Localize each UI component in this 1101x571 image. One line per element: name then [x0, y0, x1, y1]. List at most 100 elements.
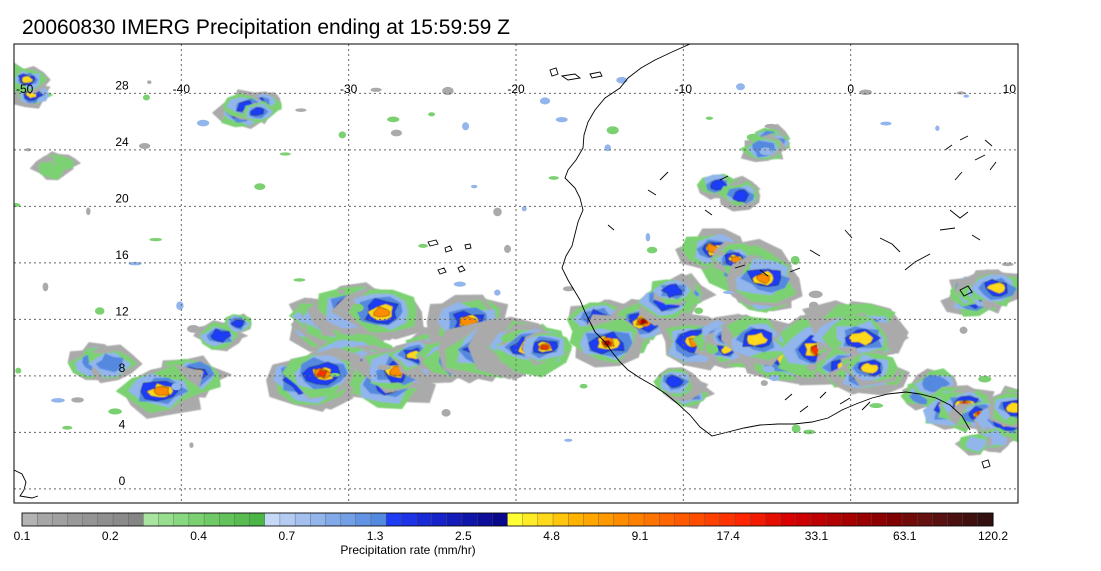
colorbar-swatch: [325, 512, 342, 527]
precip-speck: [645, 233, 651, 242]
precip-speck: [1001, 262, 1014, 267]
precip-speck: [579, 383, 588, 389]
colorbar-tick-label: 2.5: [455, 529, 472, 543]
colorbar-swatch: [294, 512, 311, 527]
precip-contour: [540, 345, 550, 351]
colorbar-swatch: [977, 512, 994, 527]
precip-speck: [564, 438, 573, 442]
colorbar-swatch: [719, 512, 736, 527]
colorbar-swatch: [674, 512, 691, 527]
precip-speck: [706, 345, 719, 354]
gulf-islands: [981, 459, 991, 469]
precip-contour: [21, 75, 34, 84]
precip-contour: [732, 189, 749, 202]
precip-speck: [791, 424, 801, 434]
precip-speck: [196, 119, 210, 127]
precip-speck: [254, 183, 266, 190]
colorbar-swatch: [355, 512, 372, 527]
precip-cell: [211, 89, 282, 129]
lon-tick-label: -10: [675, 82, 693, 96]
precip-contour: [848, 330, 874, 346]
precip-speck: [279, 152, 291, 156]
precip-speck: [94, 307, 105, 315]
colorbar-swatch: [552, 512, 569, 527]
colorbar-swatch: [825, 512, 842, 527]
precip-speck: [149, 237, 162, 242]
precip-speck: [539, 97, 551, 105]
colorbar-swatch: [492, 512, 509, 527]
colorbar-tick-label: 4.8: [543, 529, 560, 543]
map-gridlines: [14, 44, 1018, 503]
colorbar-tick-label: 9.1: [632, 529, 649, 543]
colorbar-swatch: [886, 512, 903, 527]
colorbar-swatch: [507, 512, 524, 527]
map-frame: [13, 43, 1019, 504]
colorbar-swatch: [97, 512, 114, 527]
lon-tick-label: -30: [340, 82, 358, 96]
precip-speck: [521, 205, 527, 212]
precip-speck: [974, 390, 982, 395]
precip-speck: [108, 408, 122, 415]
colorbar-swatch: [734, 512, 751, 527]
precip-speck: [338, 131, 347, 139]
colorbar-swatch: [234, 512, 251, 527]
colorbar: 0.1 0.2 0.4 0.7 1.3 2.5 4.8 9.1 17.4 33.1 63.1 120.…: [14, 512, 1008, 543]
precip-speck: [428, 112, 436, 117]
colorbar-swatch: [431, 512, 448, 527]
colorbar-swatch: [112, 512, 129, 527]
precip-contour: [95, 353, 124, 373]
precip-speck: [329, 372, 340, 377]
colorbar-swatch: [279, 512, 296, 527]
precip-speck: [83, 351, 95, 355]
colorbar-swatch: [689, 512, 706, 527]
precip-speck: [746, 133, 761, 141]
colorbar-tick-label: 0.1: [14, 529, 31, 543]
colorbar-swatch: [962, 512, 979, 527]
precip-contour: [250, 107, 264, 116]
precip-cell: [692, 313, 792, 367]
precip-contour: [373, 306, 391, 318]
precip-cell: [954, 426, 1015, 456]
colorbar-swatch: [901, 512, 918, 527]
precip-speck: [808, 290, 823, 299]
precip-speck: [494, 289, 501, 296]
precip-cell: [810, 347, 910, 396]
precip-speck: [963, 94, 970, 98]
colorbar-swatch: [613, 512, 630, 527]
canary-islands: [549, 67, 603, 81]
colorbar-swatch: [856, 512, 873, 527]
colorbar-swatch: [416, 512, 433, 527]
precip-speck: [816, 342, 825, 351]
precip-speck: [390, 129, 403, 137]
colorbar-swatch: [932, 512, 949, 527]
lat-tick-label: 4: [119, 417, 126, 431]
colorbar-swatch: [128, 512, 144, 527]
lat-tick-label: 0: [119, 474, 126, 488]
colorbar-swatch: [385, 512, 402, 527]
colorbar-tick-label: 120.2: [978, 529, 1008, 543]
precip-speck: [959, 326, 968, 334]
precip-speck: [830, 340, 842, 347]
precipitation-layer: [0, 62, 1018, 456]
precip-contour: [0, 74, 11, 84]
colorbar-tick-label: 0.7: [278, 529, 295, 543]
colorbar-swatch: [203, 512, 220, 527]
colorbar-swatch: [765, 512, 782, 527]
colorbar-swatch: [871, 512, 888, 527]
precip-speck: [493, 207, 502, 217]
precip-speck: [189, 442, 194, 448]
precip-contour: [640, 319, 648, 324]
precip-speck: [935, 125, 940, 131]
precip-speck: [453, 281, 466, 287]
colorbar-swatch: [461, 512, 478, 527]
precip-speck: [869, 403, 884, 409]
colorbar-swatch: [947, 512, 964, 527]
precip-speck: [764, 123, 778, 129]
precip-speck: [470, 184, 478, 189]
precip-contour: [746, 332, 769, 347]
precip-speck: [694, 307, 704, 314]
precip-speck: [606, 126, 619, 135]
colorbar-swatch: [264, 512, 281, 527]
precip-speck: [441, 409, 451, 417]
precip-speck: [25, 148, 31, 152]
